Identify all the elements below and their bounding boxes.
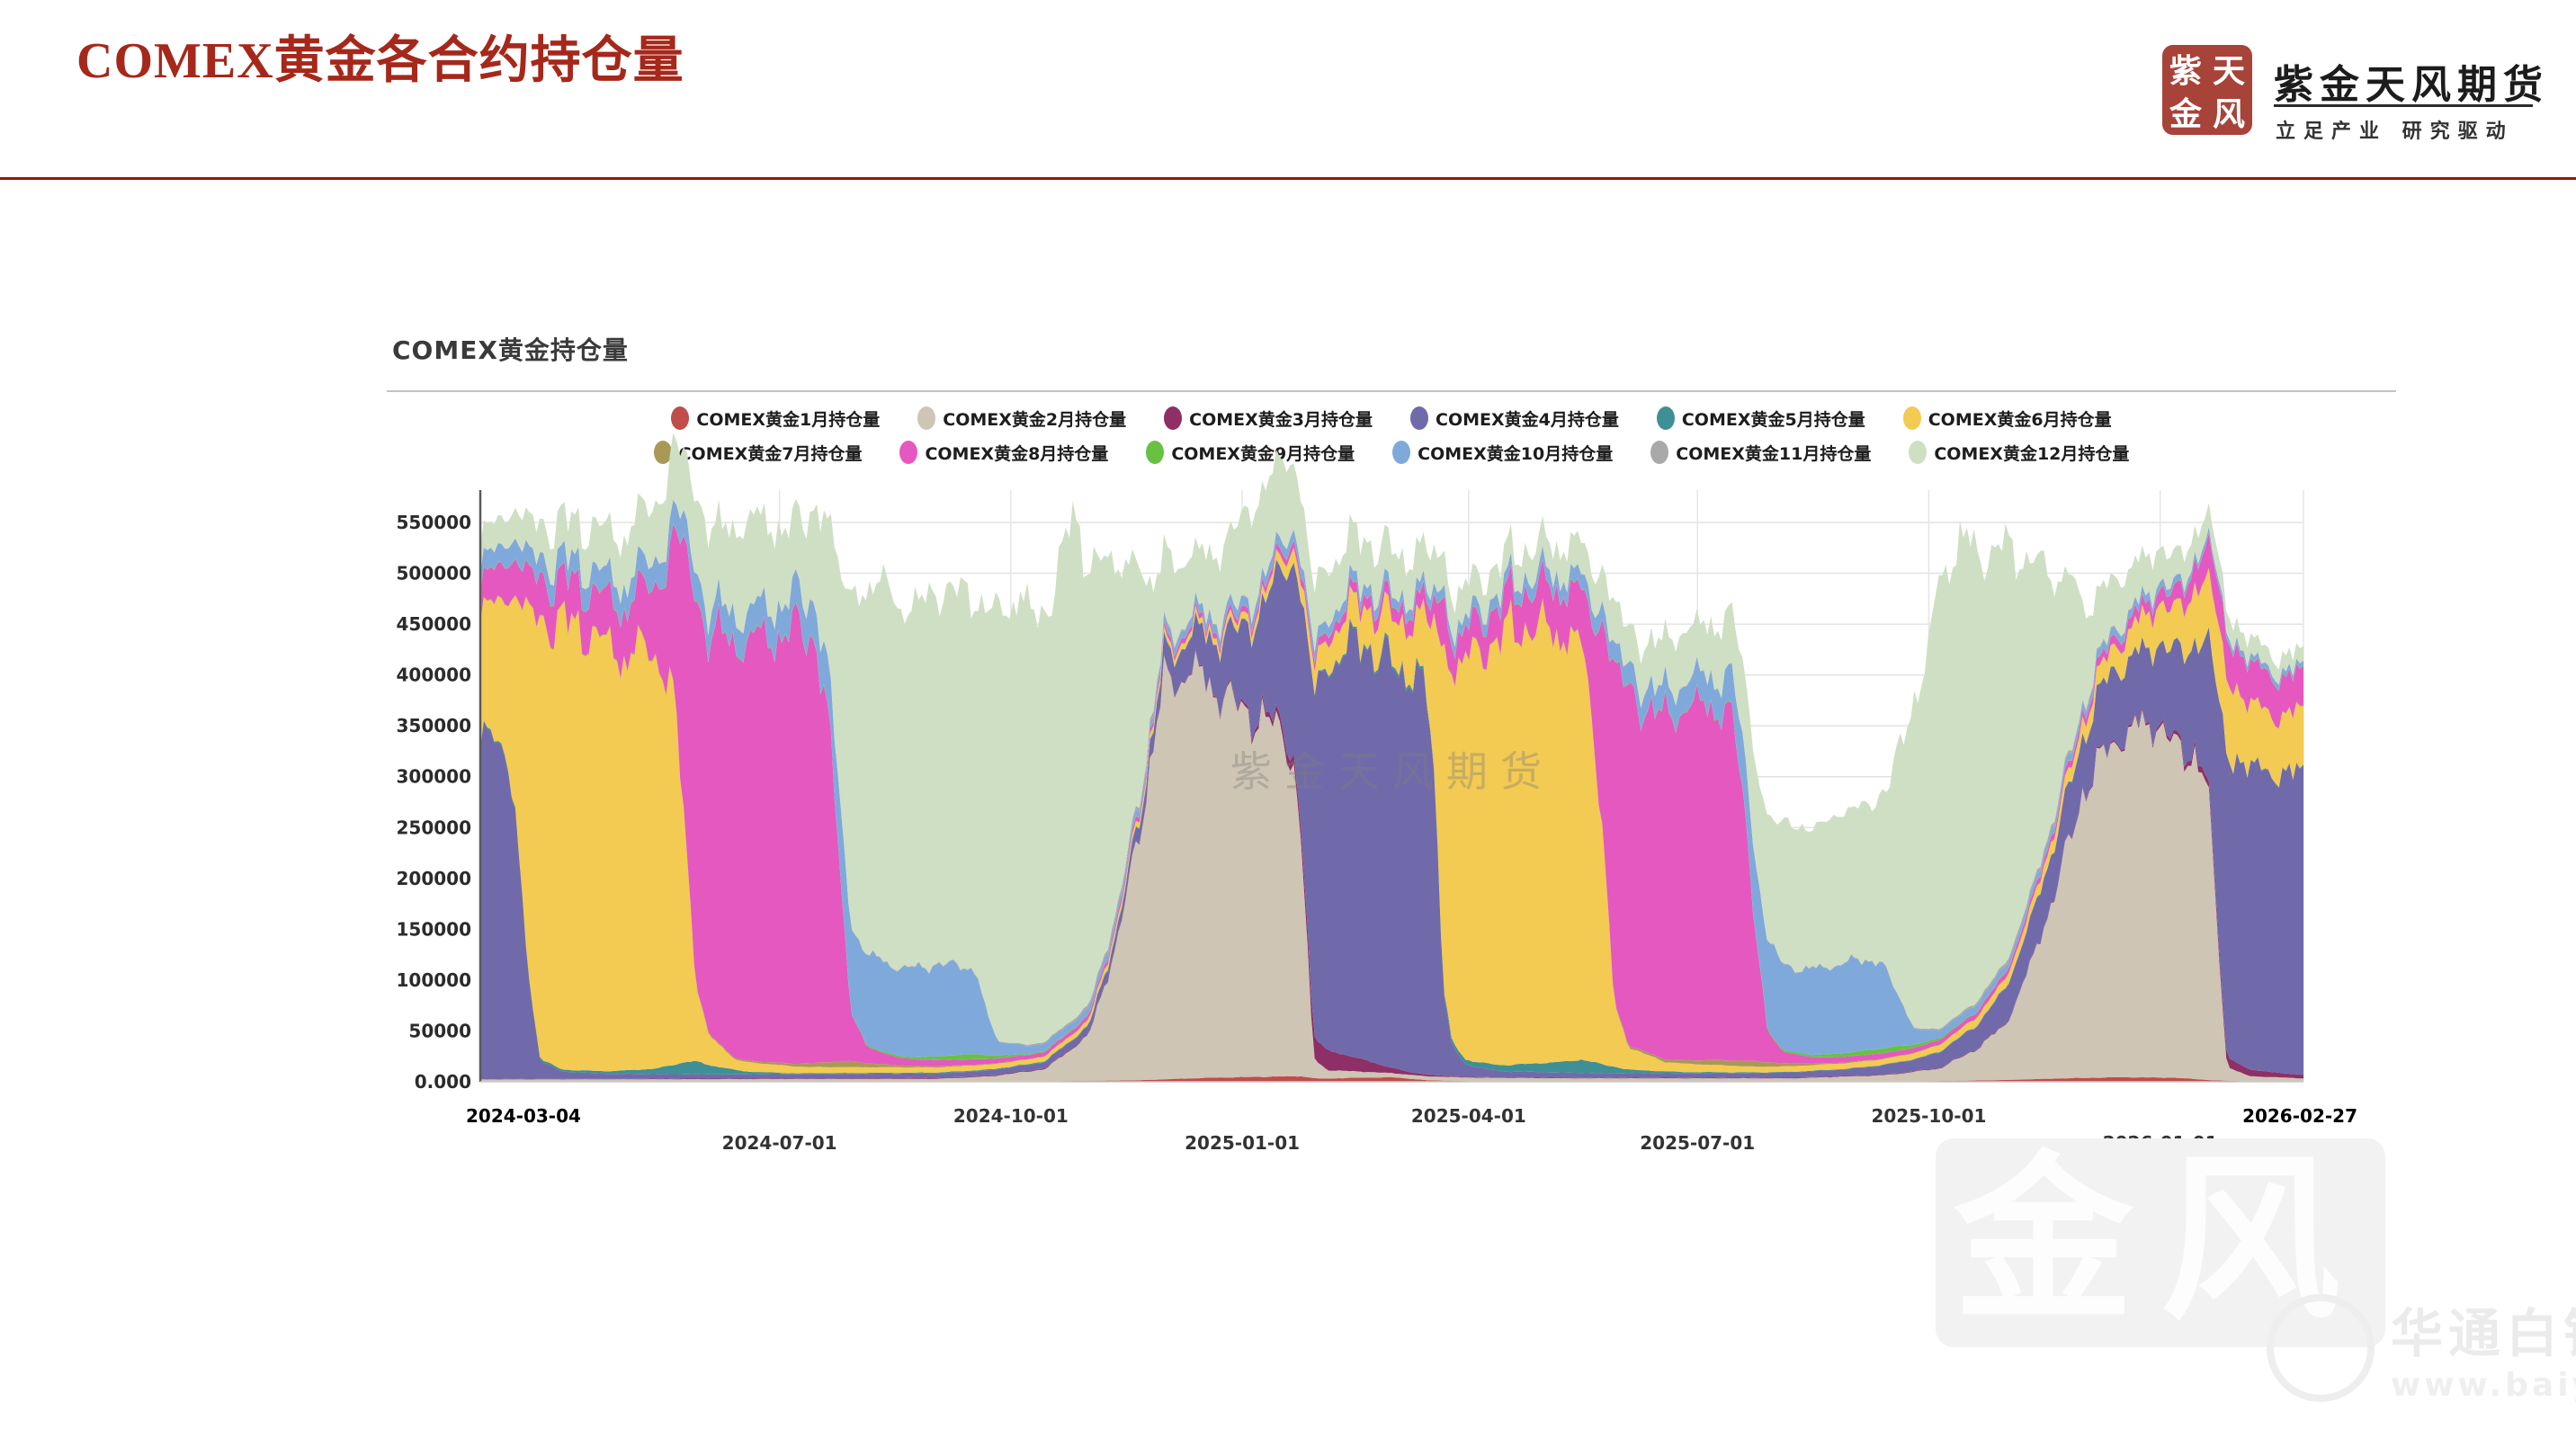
bottom-seal-watermark: 金风 bbox=[1936, 1138, 2385, 1347]
y-tick-label: 500000 bbox=[397, 563, 472, 585]
seal-char: 天 bbox=[2212, 53, 2245, 89]
company-seal-icon: 紫天金风 bbox=[2164, 47, 2250, 133]
legend-label: COMEX黄金6月持仓量 bbox=[1928, 409, 2112, 430]
legend-item-12month[interactable]: COMEX黄金12月持仓量 bbox=[1909, 441, 2129, 465]
legend-label: COMEX黄金3月持仓量 bbox=[1189, 409, 1373, 430]
legend-dot-icon bbox=[1656, 406, 1675, 430]
seal-char: 紫 bbox=[2169, 53, 2202, 89]
company-logo: 紫天金风 紫金天风期货 立足产业 研究驱动 bbox=[2164, 36, 2543, 153]
legend-dot-icon bbox=[671, 406, 690, 430]
x-tick-label: 2025-10-01 bbox=[1871, 1105, 1986, 1127]
legend-dot-icon bbox=[1650, 441, 1669, 464]
legend-item-2month[interactable]: COMEX黄金2月持仓量 bbox=[917, 406, 1126, 431]
chart-legend-row-2: COMEX黄金7月持仓量 COMEX黄金8月持仓量 COMEX黄金9月持仓量 COME… bbox=[387, 437, 2396, 468]
legend-dot-icon bbox=[1410, 406, 1428, 430]
chart-title: COMEX黄金持仓量 bbox=[392, 335, 629, 365]
y-tick-label: 550000 bbox=[397, 512, 472, 533]
y-tick-label: 50000 bbox=[408, 1020, 471, 1041]
legend-label: COMEX黄金11月持仓量 bbox=[1676, 443, 1872, 464]
company-slogan: 立足产业 研究驱动 bbox=[2276, 120, 2514, 143]
legend-dot-icon bbox=[1164, 406, 1183, 430]
legend-dot-icon bbox=[917, 406, 936, 430]
legend-dot-icon bbox=[1902, 406, 1921, 430]
y-tick-label: 300000 bbox=[397, 766, 472, 788]
legend-item-7month[interactable]: COMEX黄金7月持仓量 bbox=[653, 441, 863, 465]
stacked-area-chart[interactable]: 0.000 50000 100000 150000 200000 250000 300000… bbox=[0, 0, 2576, 1169]
x-tick-label: 2024-03-04 bbox=[466, 1105, 581, 1127]
x-tick-label: 2024-10-01 bbox=[953, 1105, 1069, 1127]
seal-char: 金 bbox=[2169, 96, 2202, 132]
site-watermark-name: 华通白银网 bbox=[2391, 1303, 2576, 1364]
site-watermark: 华通白银网 www.baiyin.com bbox=[2267, 1291, 2576, 1404]
legend-item-4month[interactable]: COMEX黄金4月持仓量 bbox=[1410, 406, 1619, 431]
legend-item-11month[interactable]: COMEX黄金11月持仓量 bbox=[1650, 441, 1871, 465]
x-tick-label: 2026-01-01 bbox=[2103, 1132, 2218, 1154]
legend-label: COMEX黄金9月持仓量 bbox=[1171, 443, 1355, 464]
chart-title-divider bbox=[387, 390, 2396, 392]
legend-label: COMEX黄金5月持仓量 bbox=[1681, 409, 1865, 430]
x-tick-label: 2026-02-27 bbox=[2242, 1105, 2357, 1127]
y-tick-label: 400000 bbox=[397, 665, 472, 686]
legend-label: COMEX黄金12月持仓量 bbox=[1934, 443, 2130, 464]
seal-char: 风 bbox=[2212, 96, 2245, 132]
legend-item-6month[interactable]: COMEX黄金6月持仓量 bbox=[1902, 406, 2112, 431]
legend-label: COMEX黄金7月持仓量 bbox=[678, 443, 863, 464]
y-tick-label: 250000 bbox=[397, 817, 472, 838]
legend-dot-icon bbox=[899, 441, 918, 464]
area-series-4month bbox=[480, 559, 2303, 1080]
area-series-12month bbox=[480, 433, 2303, 1046]
y-tick-label: 150000 bbox=[397, 918, 472, 940]
legend-item-8month[interactable]: COMEX黄金8月持仓量 bbox=[899, 441, 1108, 465]
y-tick-label: 450000 bbox=[397, 613, 472, 635]
x-tick-label: 2024-07-01 bbox=[722, 1132, 837, 1154]
legend-label: COMEX黄金10月持仓量 bbox=[1418, 443, 1614, 464]
x-tick-label: 2025-01-01 bbox=[1185, 1132, 1300, 1154]
legend-dot-icon bbox=[1146, 441, 1165, 464]
y-tick-label: 100000 bbox=[397, 969, 472, 991]
header-divider bbox=[0, 177, 2576, 180]
legend-item-9month[interactable]: COMEX黄金9月持仓量 bbox=[1146, 441, 1355, 465]
legend-label: COMEX黄金8月持仓量 bbox=[925, 443, 1109, 464]
site-watermark-logo-icon bbox=[2267, 1293, 2375, 1402]
y-tick-label: 350000 bbox=[397, 715, 472, 736]
legend-dot-icon bbox=[653, 441, 672, 464]
legend-item-10month[interactable]: COMEX黄金10月持仓量 bbox=[1392, 441, 1613, 465]
y-tick-label: 0.000 bbox=[415, 1071, 471, 1093]
legend-item-3month[interactable]: COMEX黄金3月持仓量 bbox=[1164, 406, 1373, 431]
logo-underline bbox=[2274, 104, 2533, 107]
legend-item-5month[interactable]: COMEX黄金5月持仓量 bbox=[1656, 406, 1865, 431]
page-title: COMEX黄金各合约持仓量 bbox=[76, 33, 684, 89]
area-series-2month bbox=[480, 650, 2303, 1082]
x-tick-label: 2025-07-01 bbox=[1640, 1132, 1755, 1154]
legend-dot-icon bbox=[1392, 441, 1411, 464]
chart-legend-row-1: COMEX黄金1月持仓量 COMEX黄金2月持仓量 COMEX黄金3月持仓量 COME… bbox=[387, 403, 2396, 433]
company-name: 紫金天风期货 bbox=[2274, 62, 2549, 108]
legend-dot-icon bbox=[1909, 441, 1928, 464]
legend-label: COMEX黄金4月持仓量 bbox=[1436, 409, 1619, 430]
legend-label: COMEX黄金1月持仓量 bbox=[696, 409, 881, 430]
legend-label: COMEX黄金2月持仓量 bbox=[943, 409, 1127, 430]
area-series-1month bbox=[480, 1076, 2303, 1082]
area-series-6month bbox=[480, 548, 2303, 1074]
x-tick-label: 2025-04-01 bbox=[1411, 1105, 1526, 1127]
legend-item-1month[interactable]: COMEX黄金1月持仓量 bbox=[671, 406, 880, 431]
y-tick-label: 200000 bbox=[397, 868, 472, 889]
site-watermark-url: www.baiyin.com bbox=[2391, 1367, 2576, 1404]
